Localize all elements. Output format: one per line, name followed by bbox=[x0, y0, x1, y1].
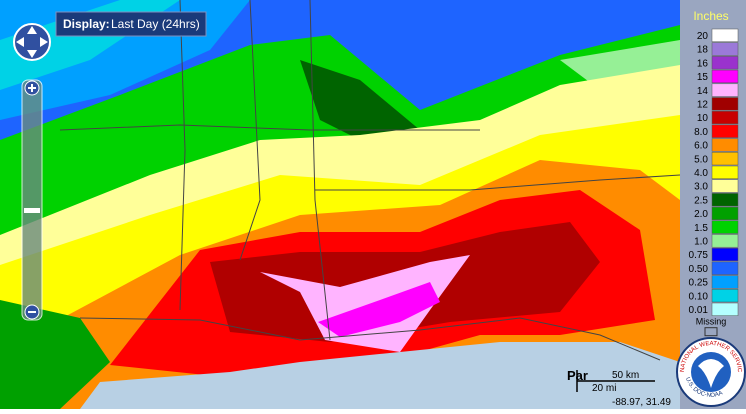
legend-swatch bbox=[711, 42, 739, 56]
scale-bar: Par 50 km 20 mi -88.97, 31.49 bbox=[567, 368, 671, 408]
pan-down[interactable] bbox=[27, 50, 37, 58]
legend-label: 3.0 bbox=[694, 182, 708, 193]
legend-label: 0.01 bbox=[689, 305, 709, 316]
precip-darkgreen bbox=[300, 60, 420, 150]
county-line bbox=[59, 124, 480, 131]
legend-swatch bbox=[711, 97, 739, 111]
river bbox=[239, 0, 261, 261]
legend-label: 5.0 bbox=[694, 154, 708, 165]
legend-swatch bbox=[711, 206, 739, 221]
precip-green-sw bbox=[0, 300, 110, 409]
legend-label: 12 bbox=[697, 100, 709, 111]
legend-swatch bbox=[711, 138, 739, 152]
legend-label: 1.0 bbox=[694, 237, 708, 248]
scale-km: 50 km bbox=[612, 370, 639, 381]
legend-label: 0.50 bbox=[689, 264, 709, 275]
pan-left[interactable] bbox=[16, 37, 24, 47]
zoom-in-icon bbox=[28, 84, 36, 92]
legend-label: 0.75 bbox=[689, 250, 709, 261]
display-label: Display: bbox=[63, 17, 110, 31]
nav-control[interactable] bbox=[13, 23, 51, 321]
legend-swatch bbox=[711, 124, 739, 138]
legend-label: 6.0 bbox=[694, 141, 708, 152]
legend-swatch bbox=[711, 193, 739, 207]
legend-swatch bbox=[711, 28, 739, 42]
legend-label: 10 bbox=[697, 113, 709, 124]
legend-title: Inches bbox=[693, 9, 728, 23]
zoom-thumb[interactable] bbox=[24, 208, 40, 213]
legend-label: 1.5 bbox=[694, 223, 708, 234]
legend-swatch bbox=[711, 261, 739, 275]
legend-label: 20 bbox=[697, 31, 709, 42]
legend-swatch bbox=[711, 110, 739, 125]
legend-swatch bbox=[711, 152, 739, 166]
state-line bbox=[309, 0, 331, 341]
precip-pink bbox=[260, 255, 470, 352]
legend-swatch bbox=[711, 56, 739, 70]
legend-label: 14 bbox=[697, 86, 709, 97]
legend-missing: Missing bbox=[696, 317, 727, 327]
display-bg bbox=[55, 11, 207, 37]
zoom-slider[interactable] bbox=[21, 79, 43, 321]
legend-label: 16 bbox=[697, 58, 709, 69]
display-value: Last Day (24hrs) bbox=[111, 17, 200, 31]
coastline bbox=[79, 317, 661, 361]
gulf-water bbox=[80, 342, 680, 409]
legend-swatch bbox=[711, 302, 739, 316]
legend-label: 0.10 bbox=[689, 291, 709, 302]
legend-swatch bbox=[711, 247, 739, 262]
legend-swatch bbox=[711, 83, 739, 97]
legend-label: 4.0 bbox=[694, 168, 708, 179]
legend-swatch bbox=[711, 220, 739, 234]
precip-magenta bbox=[318, 282, 440, 337]
legend-swatch bbox=[711, 289, 739, 303]
legend-label: 0.25 bbox=[689, 278, 709, 289]
pan-control[interactable] bbox=[13, 23, 51, 61]
coordinates: -88.97, 31.49 bbox=[612, 397, 671, 408]
display-box[interactable]: Display: Last Day (24hrs) bbox=[55, 11, 207, 37]
legend-swatch bbox=[711, 165, 739, 179]
legend-swatch bbox=[711, 234, 739, 248]
scale-mi: 20 mi bbox=[592, 383, 616, 394]
scale-line bbox=[576, 370, 655, 392]
legend-swatch bbox=[711, 275, 739, 289]
logo-symbol bbox=[698, 359, 724, 388]
pan-right[interactable] bbox=[40, 37, 48, 47]
pan-up[interactable] bbox=[27, 26, 37, 34]
legend-label: 18 bbox=[697, 45, 709, 56]
legend-swatch bbox=[711, 179, 739, 193]
legend-label: 2.5 bbox=[694, 195, 708, 206]
state-line bbox=[179, 0, 186, 311]
legend-label: 8.0 bbox=[694, 127, 708, 138]
legend-label: 2.0 bbox=[694, 209, 708, 220]
legend-label: 15 bbox=[697, 72, 709, 83]
boundaries bbox=[59, 0, 681, 361]
state-line bbox=[315, 174, 681, 191]
legend-swatch bbox=[711, 69, 739, 84]
legend-missing-swatch bbox=[704, 327, 718, 337]
precip-map[interactable] bbox=[0, 0, 681, 409]
